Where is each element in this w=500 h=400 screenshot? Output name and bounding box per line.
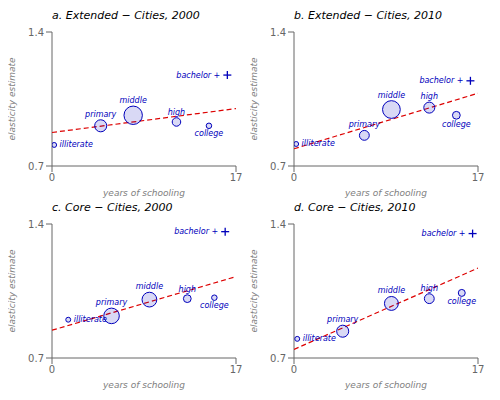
html-text:d. Core − Cities, 2010: d. Core − Cities, 2010 [294,201,416,214]
svg-text:elasticity estimate: elasticity estimate [8,249,17,333]
svg-text:bachelor +: bachelor + [422,229,466,238]
svg-text:years of schooling: years of schooling [102,380,185,390]
svg-text:elasticity estimate: elasticity estimate [8,57,17,141]
svg-text:middle: middle [378,91,405,100]
svg-text:high: high [168,108,185,117]
svg-text:1.4: 1.4 [28,27,44,38]
svg-text:0.7: 0.7 [28,161,44,172]
svg-text:middle: middle [136,282,163,291]
svg-text:1.4: 1.4 [28,219,44,230]
svg-text:years of schooling: years of schooling [344,380,427,390]
svg-text:17: 17 [472,364,485,375]
svg-text:primary: primary [326,315,359,324]
svg-text:illiterate: illiterate [60,140,93,149]
svg-text:0.7: 0.7 [270,161,286,172]
html-text:a. Extended − Cities, 2000: a. Extended − Cities, 2000 [52,9,200,22]
svg-text:college: college [447,297,476,306]
svg-text:illiterate: illiterate [302,139,335,148]
svg-text:bachelor +: bachelor + [176,71,220,80]
svg-text:bachelor +: bachelor + [419,76,463,85]
svg-text:1.4: 1.4 [270,27,286,38]
svg-text:primary: primary [84,110,117,119]
svg-text:bachelor +: bachelor + [174,227,218,236]
svg-text:high: high [179,285,196,294]
svg-text:college: college [442,120,471,129]
svg-text:college: college [195,129,224,138]
svg-text:college: college [200,301,229,310]
svg-text:high: high [421,92,438,101]
svg-text:0: 0 [49,172,55,183]
svg-text:17: 17 [472,172,485,183]
svg-text:0: 0 [49,364,55,375]
svg-text:0: 0 [291,172,297,183]
svg-text:illiterate: illiterate [303,334,336,343]
svg-text:middle: middle [120,96,147,105]
svg-text:primary: primary [348,120,381,129]
svg-text:17: 17 [230,172,243,183]
svg-text:17: 17 [230,364,243,375]
svg-text:elasticity estimate: elasticity estimate [250,57,259,141]
svg-text:illiterate: illiterate [74,315,107,324]
svg-text:1.4: 1.4 [270,219,286,230]
svg-text:0.7: 0.7 [270,353,286,364]
svg-text:0: 0 [291,364,297,375]
svg-text:high: high [421,284,438,293]
svg-text:middle: middle [378,286,405,295]
svg-text:0.7: 0.7 [28,353,44,364]
svg-text:years of schooling: years of schooling [344,188,427,198]
svg-text:primary: primary [95,298,128,307]
html-text:b. Extended − Cities, 2010: b. Extended − Cities, 2010 [294,9,442,22]
svg-text:years of schooling: years of schooling [102,188,185,198]
html-text:c. Core − Cities, 2000: c. Core − Cities, 2000 [52,201,173,214]
svg-text:elasticity estimate: elasticity estimate [250,249,259,333]
